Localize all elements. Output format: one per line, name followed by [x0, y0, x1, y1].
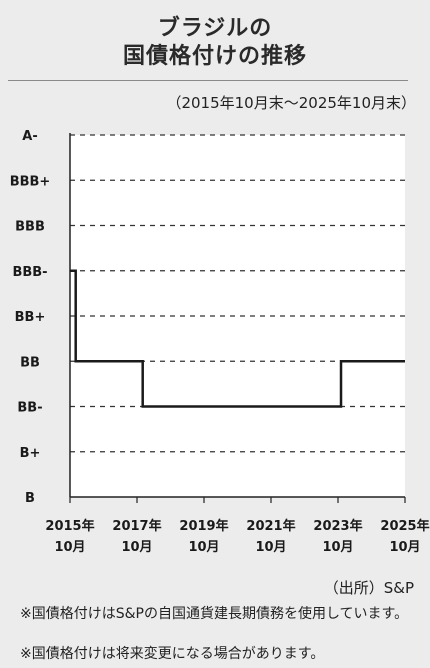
note-rating-change: ※国債格付けは将来変更になる場合があります。 [20, 646, 325, 662]
plot-area [70, 135, 405, 497]
title-divider [8, 80, 408, 81]
y-tick-label-bbplus: BB+ [15, 310, 46, 325]
x-tick-year-3: 2021年 [246, 518, 295, 534]
y-tick-label-b: B [25, 491, 35, 506]
y-tick-label-bbbminus: BBB- [12, 265, 47, 280]
chart-period: （2015年10月末〜2025年10月末） [166, 94, 416, 112]
x-tick-month-0: 10月 [54, 540, 85, 555]
x-tick-year-0: 2015年 [45, 518, 94, 534]
chart-title-line2: 国債格付けの推移 [122, 44, 307, 69]
y-tick-label-aminus: A- [22, 129, 37, 144]
x-tick-year-2: 2019年 [179, 518, 228, 534]
y-tick-label-bbb: BBB [15, 220, 45, 235]
x-tick-month-2: 10月 [188, 540, 219, 555]
y-tick-label-bplus: B+ [20, 446, 41, 461]
x-tick-month-4: 10月 [322, 540, 353, 555]
x-tick-year-5: 2025年 [380, 518, 429, 534]
x-tick-year-1: 2017年 [112, 518, 161, 534]
y-tick-label-bb: BB [20, 355, 40, 370]
source-label: （出所）S&P [323, 579, 414, 597]
rating-chart: BB+BB-BBBB+BBB-BBBBBB+A-2015年10月2017年10月… [10, 129, 430, 555]
y-tick-label-bbminus: BB- [17, 401, 42, 416]
rating-step-line [70, 269, 405, 408]
chart-title-line1: ブラジルの [157, 16, 273, 41]
x-tick-month-1: 10月 [121, 540, 152, 555]
x-tick-month-5: 10月 [389, 540, 420, 555]
y-tick-label-bbbplus: BBB+ [10, 174, 51, 189]
x-tick-year-4: 2023年 [313, 518, 362, 534]
note-rating-basis: ※国債格付けはS&Pの自国通貨建長期債務を使用しています。 [20, 606, 409, 622]
x-tick-month-3: 10月 [255, 540, 286, 555]
